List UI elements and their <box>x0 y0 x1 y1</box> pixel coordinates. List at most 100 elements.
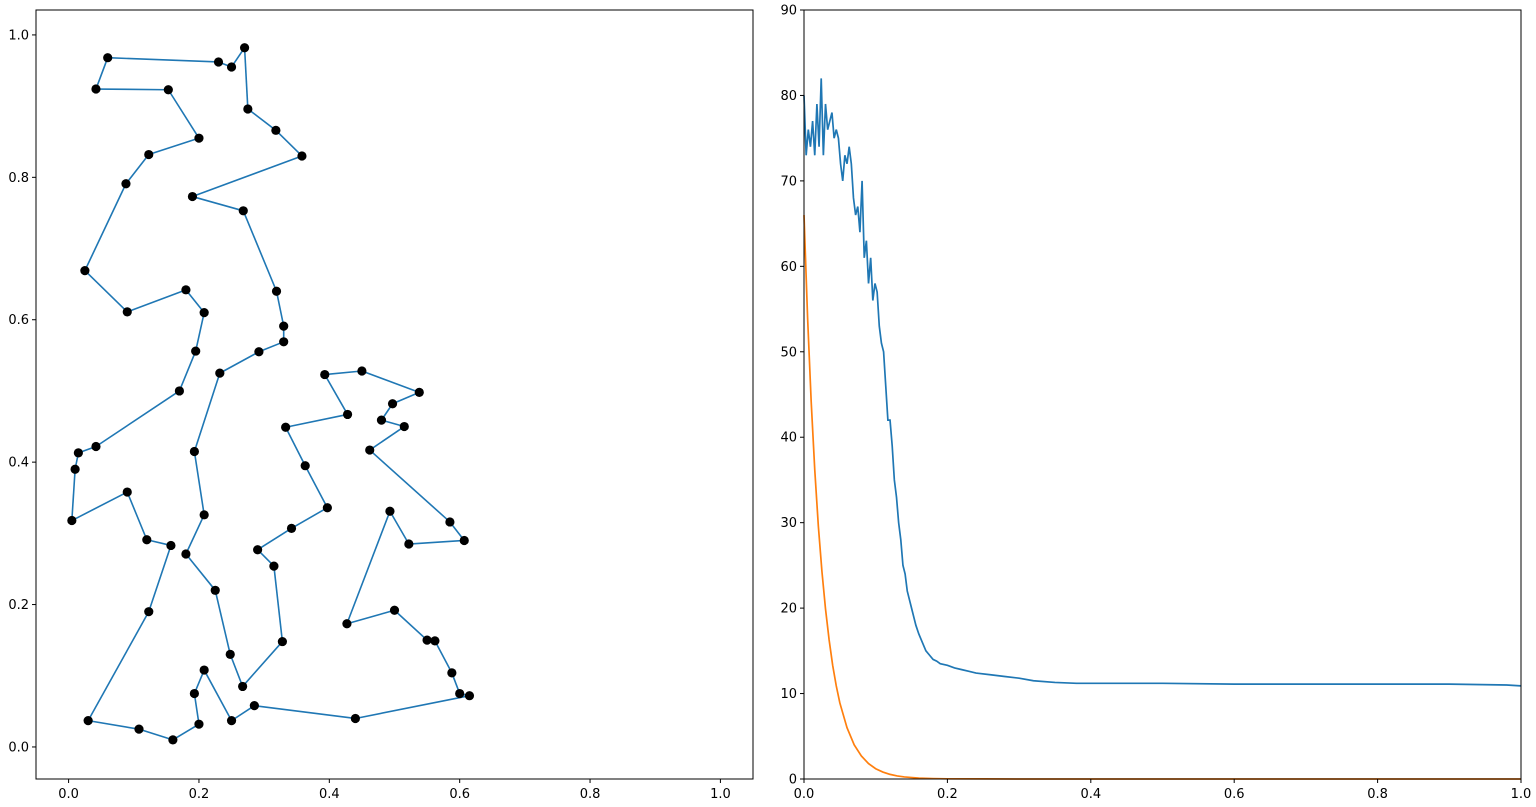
convergence-plot-y-tick-label: 60 <box>780 260 797 275</box>
tour-plot-frame <box>35 9 754 780</box>
tour-segment <box>219 351 260 374</box>
city-point <box>238 681 248 692</box>
city-point <box>199 665 209 675</box>
convergence-plot-y-tick-label: 30 <box>780 516 797 531</box>
city-point <box>404 539 414 549</box>
tour-segment <box>95 57 109 90</box>
tour-segment <box>324 374 349 415</box>
tour-segment <box>273 566 284 642</box>
city-point <box>322 503 332 513</box>
tour-segment <box>291 507 328 530</box>
tour-segment <box>126 491 148 541</box>
tour-segment <box>242 641 283 687</box>
tour-segment <box>242 210 278 292</box>
tour-segment <box>125 154 150 185</box>
convergence-plot-y-tick-label: 0 <box>789 773 797 788</box>
city-point <box>422 635 432 645</box>
tour-segment <box>88 719 140 730</box>
city-point <box>342 619 352 629</box>
city-point <box>134 724 144 734</box>
city-point <box>414 387 424 397</box>
city-point <box>399 421 409 432</box>
city-point <box>163 85 173 95</box>
city-point <box>191 346 201 356</box>
convergence-plot-x-tick-label: 0.0 <box>794 787 815 802</box>
city-point <box>297 151 307 161</box>
city-point <box>271 286 282 296</box>
tour-plot-y-tick-label: 0.4 <box>8 456 29 471</box>
city-point <box>249 701 259 711</box>
tour-segment <box>148 545 172 612</box>
tour-segment <box>229 654 244 687</box>
tour-segment <box>392 391 420 405</box>
city-point <box>286 523 297 533</box>
city-point <box>122 307 132 317</box>
tour-plot-x-axis: 0.0 0.2 0.4 0.6 0.8 1.0 <box>58 779 731 802</box>
tour-segment <box>243 47 249 110</box>
city-point <box>91 84 101 94</box>
tour-segment <box>71 469 76 521</box>
tour-segment <box>346 510 391 625</box>
tour-segment <box>275 291 285 327</box>
city-point <box>243 104 253 114</box>
tour-segment <box>304 465 329 509</box>
city-point <box>445 517 455 527</box>
tour-segment <box>369 449 451 523</box>
city-point <box>376 415 387 425</box>
city-point <box>447 668 457 678</box>
city-point <box>279 337 289 347</box>
tour-plot-y-tick-label: 0.0 <box>8 740 29 755</box>
tour-plot-x-tick-label: 1.0 <box>710 787 731 802</box>
tour-plot-x-tick-label: 0.6 <box>449 787 470 802</box>
convergence-plot-y-tick-label: 90 <box>780 4 797 19</box>
city-point <box>225 649 235 659</box>
convergence-plot-x-axis: 0.0 0.2 0.4 0.6 0.8 1.0 <box>794 779 1532 802</box>
city-point <box>215 368 225 378</box>
tour-segment <box>185 553 216 591</box>
city-point <box>91 441 101 452</box>
tour-segment <box>185 514 205 555</box>
tour-segment <box>193 451 205 515</box>
city-point <box>194 719 204 729</box>
tour-segment <box>284 426 306 467</box>
tour-segment <box>257 527 292 551</box>
city-point <box>430 636 440 646</box>
tour-segment <box>95 88 169 91</box>
tour-segment <box>138 728 174 741</box>
tour-segment <box>285 413 348 429</box>
city-point <box>350 713 360 724</box>
convergence-plot-x-tick-label: 1.0 <box>1511 787 1532 802</box>
tour-segment <box>107 56 219 63</box>
tour-plot-y-tick-label: 1.0 <box>8 28 29 43</box>
tour-segment <box>393 609 428 641</box>
city-point <box>281 422 291 432</box>
tour-plot-x-tick-label: 0.4 <box>319 787 340 802</box>
city-point <box>166 540 176 551</box>
tour-segment <box>193 693 200 725</box>
convergence-plot-y-tick-label: 80 <box>780 89 797 104</box>
city-point <box>174 386 184 396</box>
tour-plot-y-axis: 0.0 0.2 0.4 0.6 0.8 1.0 <box>8 28 36 755</box>
tour-segment <box>193 372 221 452</box>
tour-segment <box>126 289 187 313</box>
city-point <box>73 448 83 458</box>
convergence-plot-x-tick-label: 0.8 <box>1367 787 1388 802</box>
city-point <box>239 43 250 53</box>
city-point <box>279 321 289 331</box>
city-point <box>187 191 198 202</box>
city-point <box>455 688 465 699</box>
convergence-plot-y-tick-label: 40 <box>780 431 797 446</box>
city-point <box>80 266 90 276</box>
city-point <box>464 691 475 701</box>
city-point <box>67 515 77 526</box>
convergence-plot-y-tick-label: 20 <box>780 602 797 617</box>
tour-segment <box>84 270 128 313</box>
city-point <box>253 545 263 555</box>
city-point <box>238 206 248 216</box>
city-point <box>387 399 398 409</box>
city-point <box>181 285 191 295</box>
city-point <box>365 445 375 455</box>
tour-segment <box>408 539 465 545</box>
tour-segment <box>369 425 405 451</box>
